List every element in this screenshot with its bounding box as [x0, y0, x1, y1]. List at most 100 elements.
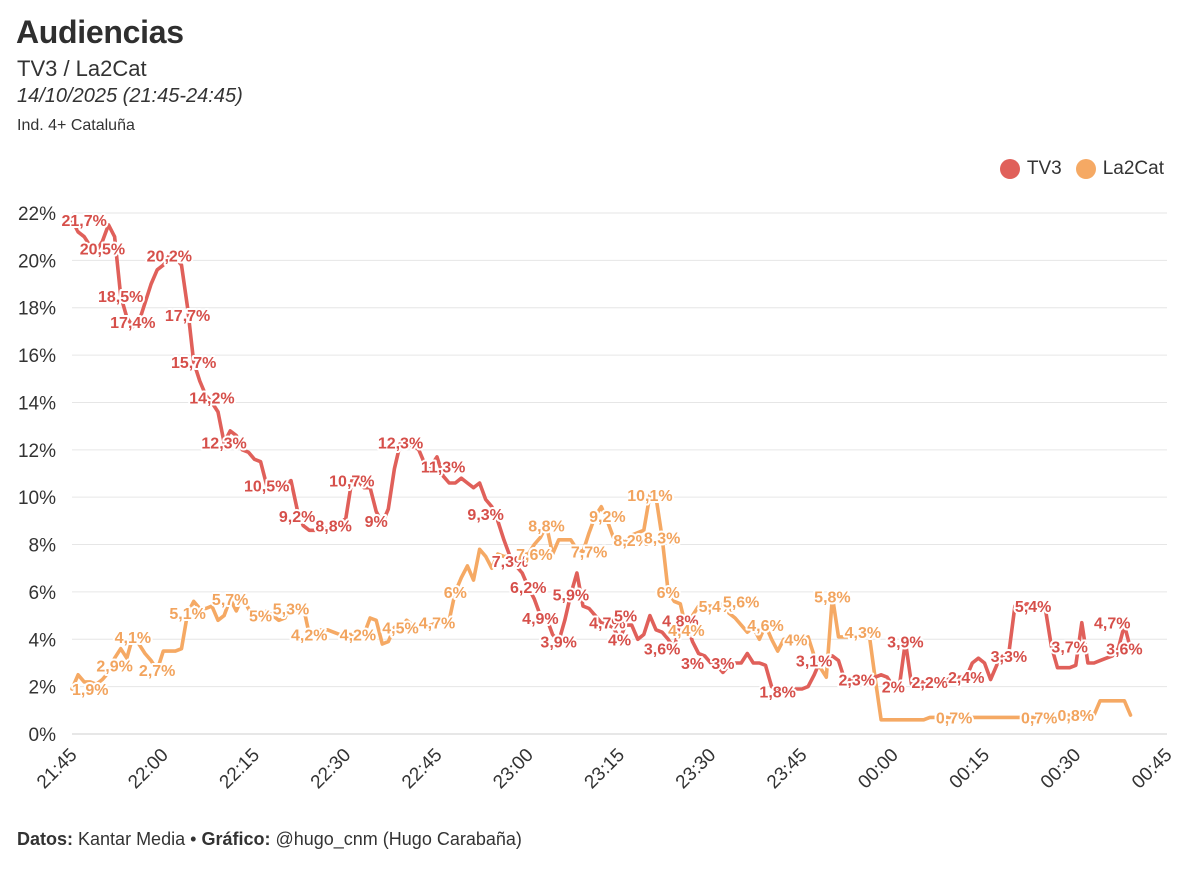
date-range: 14/10/2025 (21:45-24:45): [17, 85, 243, 107]
data-label-la2cat: 5,7%: [212, 592, 248, 609]
chart-title: Audiencias: [16, 14, 184, 50]
y-tick-label: 0%: [29, 725, 57, 746]
y-tick-label: 16%: [18, 346, 56, 367]
data-label-la2cat: 5,8%: [814, 590, 850, 607]
data-label-tv3: 14,2%: [189, 391, 234, 408]
y-tick-label: 22%: [18, 204, 56, 225]
data-label-tv3: 3,3%: [991, 649, 1027, 666]
legend-swatch-la2cat: [1075, 159, 1096, 179]
data-label-tv3: 4%: [608, 632, 631, 649]
data-label-tv3: 12,3%: [201, 436, 246, 453]
footer-chart-label: Gráfico:: [201, 829, 271, 849]
y-tick-label: 4%: [29, 630, 57, 651]
data-label-tv3: 6,2%: [510, 580, 546, 597]
data-label-tv3: 2,4%: [948, 670, 984, 687]
data-label-la2cat: 5,6%: [723, 594, 759, 611]
data-label-tv3: 2%: [882, 680, 905, 697]
data-label-la2cat: 7,7%: [571, 545, 607, 562]
data-label-la2cat: 8,2%: [613, 533, 649, 550]
data-label-tv3: 5%: [614, 609, 637, 626]
y-tick-label: 12%: [18, 441, 56, 462]
data-label-la2cat: 4,6%: [747, 618, 783, 635]
data-label-la2cat: 6%: [444, 585, 467, 602]
data-label-tv3: 3%: [681, 656, 704, 673]
data-label-la2cat: 2,9%: [96, 658, 132, 675]
data-label-tv3: 20,2%: [147, 249, 192, 266]
legend-item-tv3: TV3: [999, 158, 1062, 180]
data-label-la2cat: 8,8%: [528, 519, 564, 536]
x-tick-label: 23:15: [581, 745, 629, 793]
x-tick-label: 23:45: [763, 745, 811, 793]
data-label-la2cat: 4,7%: [419, 616, 455, 633]
footer-data-source: Kantar Media: [78, 829, 186, 849]
data-label-la2cat: 0,7%: [1021, 710, 1057, 727]
legend-item-la2cat: La2Cat: [1075, 158, 1164, 180]
x-tick-label: 00:45: [1128, 745, 1176, 793]
data-label-tv3: 3,9%: [540, 635, 576, 652]
data-label-tv3: 3,1%: [796, 654, 832, 671]
data-label-la2cat: 4,4%: [668, 623, 704, 640]
target-audience: Ind. 4+ Cataluña: [17, 117, 135, 134]
legend-label-la2cat: La2Cat: [1102, 158, 1164, 179]
x-tick-label: 00:00: [854, 745, 902, 793]
data-label-la2cat: 5,4%: [699, 599, 735, 616]
data-label-tv3: 5,4%: [1015, 599, 1051, 616]
y-tick-label: 20%: [18, 251, 56, 272]
data-label-tv3: 2,2%: [912, 675, 948, 692]
y-tick-label: 6%: [29, 583, 57, 604]
data-label-la2cat: 4,5%: [382, 620, 418, 637]
data-label-tv3: 10,5%: [244, 478, 289, 495]
data-label-la2cat: 4,2%: [291, 628, 327, 645]
data-label-la2cat: 4,2%: [340, 628, 376, 645]
data-label-tv3: 1,8%: [759, 684, 795, 701]
y-tick-label: 18%: [18, 299, 56, 320]
y-tick-label: 2%: [29, 678, 57, 699]
y-tick-label: 10%: [18, 488, 56, 509]
chart-subtitle: TV3 / La2Cat: [17, 56, 147, 81]
data-label-la2cat: 7,6%: [516, 547, 552, 564]
x-tick-label: 22:00: [124, 745, 172, 793]
footer-separator: •: [190, 829, 197, 849]
data-label-la2cat: 5%: [249, 609, 272, 626]
x-tick-label: 23:30: [672, 745, 720, 793]
data-label-la2cat: 4,3%: [845, 625, 881, 642]
data-label-tv3: 15,7%: [171, 355, 216, 372]
data-label-tv3: 21,7%: [61, 213, 106, 230]
x-tick-label: 22:30: [307, 745, 355, 793]
data-label-tv3: 3,7%: [1051, 639, 1087, 656]
series-line-la2cat: [70, 493, 1133, 722]
legend: TV3 La2Cat: [994, 158, 1164, 180]
data-label-tv3: 3,6%: [1106, 642, 1142, 659]
data-label-tv3: 3,6%: [644, 642, 680, 659]
legend-swatch-tv3: [999, 159, 1020, 179]
series-line-tv3: [70, 218, 1133, 694]
data-label-tv3: 20,5%: [80, 242, 125, 259]
data-label-la2cat: 0,8%: [1058, 708, 1094, 725]
data-label-la2cat: 9,2%: [589, 509, 625, 526]
data-label-la2cat: 5,3%: [273, 601, 309, 618]
x-tick-label: 00:15: [946, 745, 994, 793]
data-label-tv3: 17,7%: [165, 308, 210, 325]
data-label-la2cat: 5,1%: [169, 606, 205, 623]
y-tick-label: 8%: [29, 536, 57, 557]
data-label-tv3: 12,3%: [378, 436, 423, 453]
x-tick-label: 23:00: [489, 745, 537, 793]
data-label-tv3: 17,4%: [110, 315, 155, 332]
x-tick-label: 00:30: [1037, 745, 1085, 793]
x-tick-label: 21:45: [33, 745, 81, 793]
data-label-tv3: 4,7%: [589, 616, 625, 633]
data-label-la2cat: 10,1%: [627, 488, 672, 505]
data-label-la2cat: 4,1%: [115, 630, 151, 647]
data-label-la2cat: 1,9%: [72, 682, 108, 699]
legend-label-tv3: TV3: [1026, 158, 1062, 179]
footer-chart-author: @hugo_cnm (Hugo Carabaña): [275, 829, 522, 849]
data-label-tv3: 4,7%: [1094, 616, 1130, 633]
x-tick-label: 22:45: [398, 745, 446, 793]
data-label-tv3: 8,8%: [315, 519, 351, 536]
data-label-tv3: 5,9%: [553, 587, 589, 604]
x-tick-label: 22:15: [216, 745, 264, 793]
y-tick-label: 14%: [18, 393, 56, 414]
data-label-tv3: 3%: [711, 656, 734, 673]
data-label-tv3: 9%: [365, 514, 388, 531]
